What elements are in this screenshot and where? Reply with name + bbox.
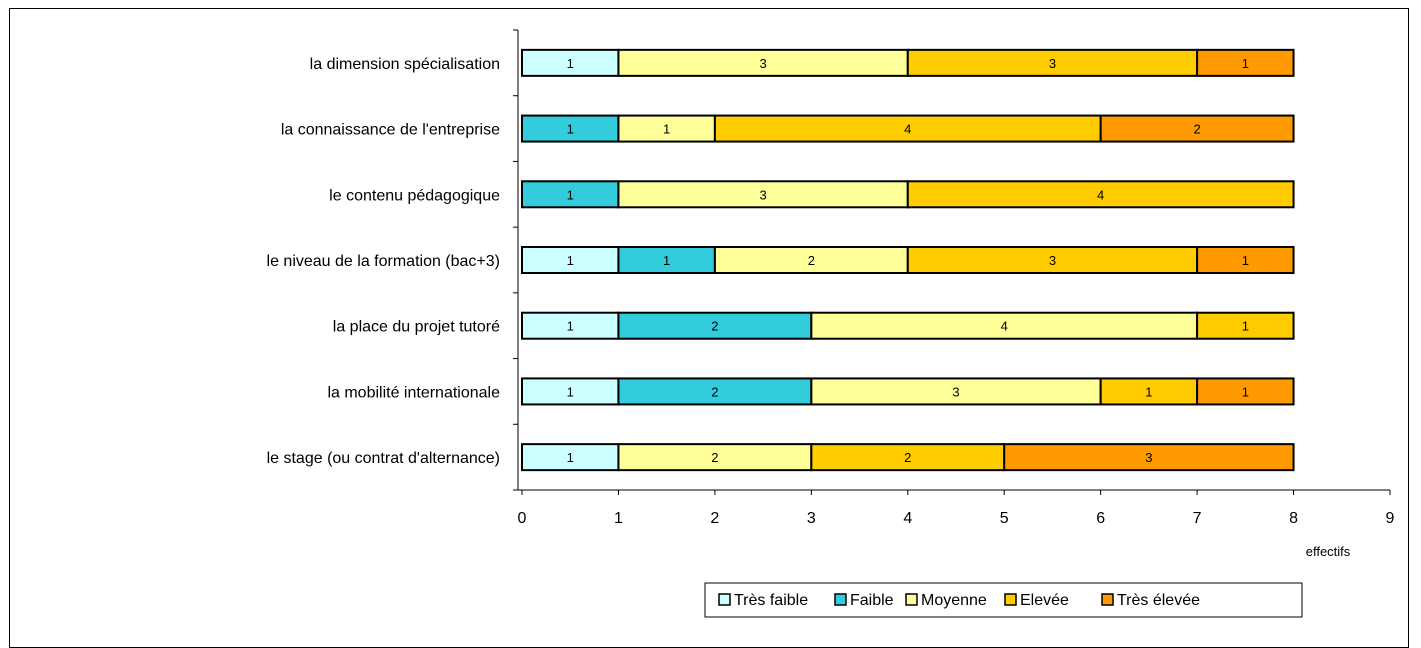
bar-value-label: 1 <box>567 187 574 202</box>
axes-layer: 0 1 2 3 4 5 6 7 8 9 effectifs la dimension spéciali… <box>267 29 1395 559</box>
bar-segment <box>713 114 1102 143</box>
bar-value-label: 2 <box>904 450 911 465</box>
category-label: le stage (ou contrat d'alternance) <box>267 450 500 467</box>
x-tick-label: 5 <box>1000 510 1009 527</box>
bar-value-label: 2 <box>711 384 718 399</box>
x-tick-label: 0 <box>518 510 527 527</box>
bar-value-label: 1 <box>567 56 574 71</box>
bar-value-label: 2 <box>711 450 718 465</box>
bar-segment <box>617 443 813 472</box>
bar-value-label: 1 <box>1145 384 1152 399</box>
bar-value-label: 1 <box>1242 253 1249 268</box>
bar-segment <box>1196 311 1295 340</box>
bar-value-label: 1 <box>1242 56 1249 71</box>
bar-value-label: 1 <box>1242 384 1249 399</box>
bar-value-label: 4 <box>1001 319 1008 334</box>
bar-segment <box>617 48 909 77</box>
bar-value-label: 3 <box>759 56 766 71</box>
legend-label: Faible <box>850 592 894 609</box>
bar-value-label: 3 <box>1049 253 1056 268</box>
bar-segment <box>521 246 620 274</box>
legend-box <box>704 582 1303 618</box>
x-tick-label: 7 <box>1193 510 1202 527</box>
bar-value-label: 2 <box>1193 122 1200 137</box>
stacked-bar-chart: 1 3 3 1 1 1 4 2 1 3 4 1 1 2 3 1 1 2 4 1 1 2 3 1 1 1 2 2 3 0 1 2 3 4 5 6 7 8 9… <box>267 29 1395 618</box>
bar-segment <box>521 377 620 406</box>
x-tick-label: 8 <box>1289 510 1298 527</box>
legend-label: Elevée <box>1020 592 1069 609</box>
legend-label: Moyenne <box>921 592 987 609</box>
x-tick-label: 3 <box>807 510 816 527</box>
x-axis-unit-label: effectifs <box>1306 544 1351 559</box>
bar-value-label: 1 <box>567 450 574 465</box>
category-label: la place du projet tutoré <box>333 319 500 336</box>
legend-swatch <box>1101 593 1114 606</box>
category-label: la connaissance de l'entreprise <box>281 122 500 139</box>
bar-segment <box>810 311 1199 340</box>
bar-value-label: 2 <box>808 253 815 268</box>
legend-swatch <box>905 593 918 606</box>
category-label: la dimension spécialisation <box>310 56 500 73</box>
bar-value-label: 1 <box>1242 319 1249 334</box>
x-tick-label: 1 <box>614 510 623 527</box>
x-tick-label: 2 <box>710 510 719 527</box>
bar-segment <box>617 114 716 143</box>
bar-segment <box>617 180 909 209</box>
bar-segment <box>617 377 813 406</box>
bar-segment <box>521 114 620 143</box>
bar-value-label: 1 <box>567 319 574 334</box>
bar-segment <box>1196 48 1295 77</box>
bar-value-label: 1 <box>663 122 670 137</box>
legend-swatch <box>834 593 847 606</box>
bar-value-label: 1 <box>663 253 670 268</box>
x-tick-label: 9 <box>1386 510 1395 527</box>
bar-value-label: 3 <box>1145 450 1152 465</box>
legend-label: Très élevée <box>1117 592 1200 609</box>
bar-segment <box>1003 443 1295 472</box>
bar-segment <box>1196 377 1295 406</box>
bar-value-label: 3 <box>1049 56 1056 71</box>
bar-value-label: 1 <box>567 253 574 268</box>
bar-segment <box>1196 246 1295 274</box>
x-tick-label: 4 <box>903 510 912 527</box>
bar-value-label: 1 <box>567 122 574 137</box>
category-label: la mobilité internationale <box>327 384 500 401</box>
bar-segment <box>617 246 716 274</box>
bar-value-label: 4 <box>1097 187 1104 202</box>
bar-value-label: 1 <box>567 384 574 399</box>
bar-segment <box>1099 114 1295 143</box>
bar-value-label: 3 <box>952 384 959 399</box>
legend-swatch <box>718 593 731 606</box>
bar-segment <box>521 180 620 209</box>
legend-label: Très faible <box>734 592 808 609</box>
bar-segment <box>521 311 620 340</box>
category-label: le contenu pédagogique <box>329 187 500 204</box>
legend: Très faible Faible Moyenne Elevée Très élevé… <box>704 582 1303 618</box>
bar-value-label: 3 <box>759 187 766 202</box>
x-tick-label: 6 <box>1096 510 1105 527</box>
bar-segment <box>521 443 620 472</box>
bar-value-label: 2 <box>711 319 718 334</box>
legend-swatch <box>1004 593 1017 606</box>
bar-segment <box>521 48 620 77</box>
category-label: le niveau de la formation (bac+3) <box>267 253 500 270</box>
bar-segment <box>617 311 813 340</box>
bar-value-label: 4 <box>904 122 911 137</box>
bar-segment <box>810 443 1006 472</box>
bars-layer: 1 3 3 1 1 1 4 2 1 3 4 1 1 2 3 1 1 2 4 1 1 2 3 1 1 1 2 2 3 <box>521 48 1295 472</box>
bar-segment <box>906 180 1295 209</box>
